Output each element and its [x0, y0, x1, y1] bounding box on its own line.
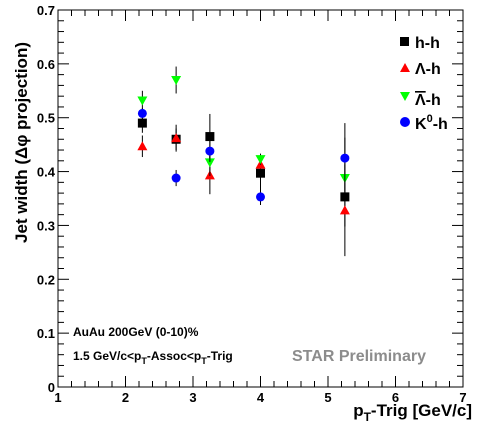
y-tick-label: 0.5: [37, 111, 55, 126]
x-tick-label: 1: [54, 390, 61, 405]
y-tick-label: 0.3: [37, 218, 55, 233]
y-tick-label: 0.7: [37, 3, 55, 18]
x-axis-title: pT-Trig [GeV/c]: [353, 401, 472, 424]
legend-marker-h-h: [400, 37, 409, 46]
legend: h-h Λ-h Λ-h K0-h: [400, 35, 448, 133]
data-point: [205, 132, 215, 142]
legend-marker-k0-h: [400, 117, 410, 127]
y-tick-label: 0: [48, 380, 55, 395]
data-point: [171, 133, 182, 143]
data-point: [171, 173, 181, 183]
y-tick-label: 0.2: [37, 272, 55, 287]
data-point: [204, 158, 215, 168]
y-axis-title: Jet width (Δφ projection): [12, 42, 31, 243]
data-point: [171, 76, 182, 86]
x-tick-label: 6: [392, 390, 399, 405]
data-point: [137, 96, 148, 106]
series-3: [137, 108, 350, 205]
data-point: [137, 118, 147, 128]
data-point: [137, 141, 148, 151]
x-tick-label: 2: [122, 390, 129, 405]
legend-marker-antilambda-h: [400, 92, 410, 101]
data-point: [255, 155, 266, 165]
legend-label-k0-h: K0-h: [415, 113, 448, 133]
y-tick-label: 0.4: [37, 165, 56, 180]
y-tick-label: 0.1: [37, 326, 55, 341]
series-1: [137, 124, 350, 227]
series-2: [137, 66, 350, 192]
data-point: [340, 153, 350, 163]
legend-label-antilambda-h: Λ-h: [415, 92, 441, 109]
annotation-star-preliminary: STAR Preliminary: [292, 348, 426, 365]
series-0: [137, 113, 350, 257]
legend-marker-lambda-h: [400, 63, 410, 72]
annotation-system: AuAu 200GeV (0-10)%: [73, 325, 199, 339]
data-point: [339, 205, 350, 215]
legend-label-lambda-h: Λ-h: [415, 61, 441, 78]
legend-label-h-h: h-h: [415, 35, 440, 52]
data-point: [205, 146, 215, 156]
x-tick-label: 3: [189, 390, 196, 405]
axis-ticks: 1 2 3 4 5 6 7 0 0.1 0.2 0.3 0.4 0.5 0.6 0.7: [37, 3, 467, 405]
data-markers: [137, 66, 350, 257]
data-point: [137, 108, 147, 118]
y-tick-label: 0.6: [37, 57, 55, 72]
x-tick-label: 7: [459, 390, 466, 405]
data-point: [256, 192, 265, 202]
x-tick-label: 5: [324, 390, 331, 405]
x-tick-label: 4: [257, 390, 265, 405]
annotation-cuts: 1.5 GeV/c<pT-Assoc<pT-Trig: [73, 349, 233, 366]
